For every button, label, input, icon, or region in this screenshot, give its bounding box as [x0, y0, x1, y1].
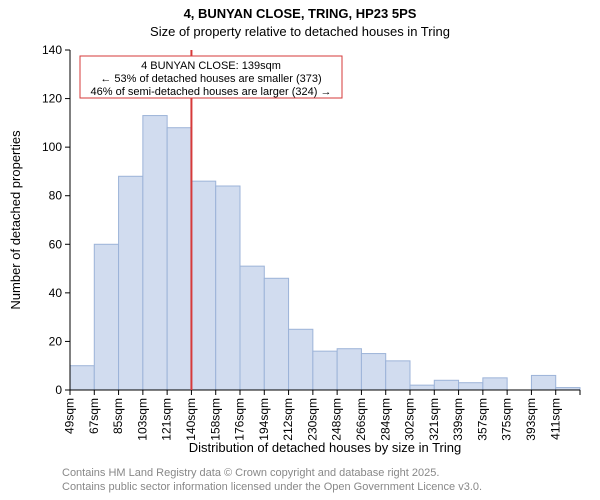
- histogram-bar: [386, 361, 410, 390]
- histogram-bar: [483, 378, 507, 390]
- histogram-bar: [191, 181, 215, 390]
- histogram-bar: [264, 278, 288, 390]
- histogram-bar: [289, 329, 313, 390]
- chart-title-2: Size of property relative to detached ho…: [150, 24, 450, 39]
- histogram-bar: [531, 375, 555, 390]
- annotation-line-1: 4 BUNYAN CLOSE: 139sqm: [141, 60, 281, 72]
- x-tick-label: 176sqm: [233, 398, 247, 441]
- x-axis-label: Distribution of detached houses by size …: [189, 440, 461, 455]
- x-tick-label: 230sqm: [305, 398, 319, 441]
- x-tick-label: 49sqm: [63, 398, 77, 434]
- x-tick-label: 140sqm: [184, 398, 198, 441]
- footer-line-2: Contains public sector information licen…: [62, 481, 482, 493]
- x-tick-label: 212sqm: [281, 398, 295, 441]
- histogram-bar: [143, 116, 167, 390]
- y-tick-label: 40: [49, 286, 63, 300]
- histogram-bar: [313, 351, 337, 390]
- x-tick-label: 357sqm: [475, 398, 489, 441]
- x-tick-label: 121sqm: [160, 398, 174, 441]
- histogram-bar: [94, 244, 118, 390]
- histogram-bar: [240, 266, 264, 390]
- footer-line-1: Contains HM Land Registry data © Crown c…: [62, 467, 439, 479]
- x-tick-label: 248sqm: [330, 398, 344, 441]
- histogram-bar: [119, 176, 143, 390]
- y-axis-label: Number of detached properties: [8, 130, 23, 310]
- x-tick-label: 85sqm: [111, 398, 125, 434]
- x-tick-label: 339sqm: [451, 398, 465, 441]
- histogram-bar: [410, 385, 434, 390]
- histogram-bar: [70, 366, 94, 390]
- x-tick-label: 266sqm: [354, 398, 368, 441]
- x-tick-label: 302sqm: [403, 398, 417, 441]
- x-tick-label: 67sqm: [87, 398, 101, 434]
- histogram-bar: [216, 186, 240, 390]
- chart-container: { "chart": { "type": "histogram", "title…: [0, 0, 600, 500]
- chart-title-1: 4, BUNYAN CLOSE, TRING, HP23 5PS: [184, 6, 417, 21]
- x-tick-label: 411sqm: [548, 398, 562, 440]
- histogram-bar: [459, 383, 483, 390]
- histogram-bar: [434, 380, 458, 390]
- x-tick-label: 284sqm: [378, 398, 392, 441]
- annotation-line-2: ← 53% of detached houses are smaller (37…: [100, 73, 321, 85]
- y-tick-label: 80: [49, 189, 63, 203]
- y-tick-label: 140: [42, 43, 62, 57]
- x-tick-label: 103sqm: [135, 398, 149, 441]
- x-tick-label: 194sqm: [257, 398, 271, 441]
- y-tick-label: 20: [49, 334, 63, 348]
- annotation-line-3: 46% of semi-detached houses are larger (…: [91, 86, 332, 98]
- x-tick-label: 158sqm: [208, 398, 222, 441]
- histogram-bar: [361, 354, 385, 390]
- histogram-bar: [337, 349, 361, 390]
- x-tick-label: 321sqm: [427, 398, 441, 441]
- x-tick-label: 375sqm: [500, 398, 514, 441]
- y-tick-label: 120: [42, 92, 62, 106]
- histogram-chart: 4, BUNYAN CLOSE, TRING, HP23 5PS Size of …: [0, 0, 600, 500]
- y-tick-label: 100: [42, 140, 62, 154]
- y-tick-label: 0: [55, 383, 62, 397]
- y-tick-label: 60: [49, 237, 63, 251]
- x-tick-label: 393sqm: [524, 398, 538, 441]
- histogram-bar: [167, 128, 191, 390]
